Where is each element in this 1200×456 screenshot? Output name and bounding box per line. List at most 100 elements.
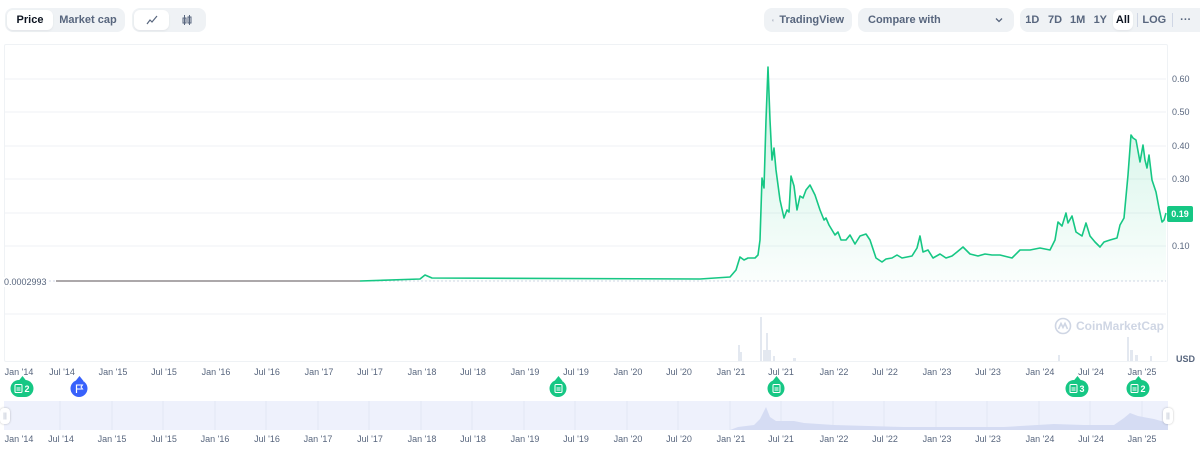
range-7d[interactable]: 7D (1047, 14, 1063, 26)
y-tick: 0.10 (1172, 241, 1190, 251)
x-tick: Jul '20 (666, 367, 692, 377)
x-tick: Jul '24 (1078, 434, 1104, 444)
y-tick: 0.50 (1172, 107, 1190, 117)
x-tick: Jan '24 (1025, 367, 1055, 377)
x-tick: Jan '18 (407, 367, 437, 377)
navigator-chart (4, 401, 1168, 430)
x-tick: Jan '16 (201, 367, 231, 377)
x-tick: Jul '20 (666, 434, 692, 444)
y-tick: 0.40 (1172, 141, 1190, 151)
candlestick-button[interactable] (169, 10, 204, 30)
line-chart-button[interactable] (134, 10, 169, 30)
chevron-down-icon (995, 18, 1003, 23)
volume-bars (738, 317, 1152, 361)
event-marker-news[interactable]: 2 (10, 376, 34, 397)
x-tick: Jan '20 (613, 367, 643, 377)
log-scale-button[interactable]: LOG (1142, 14, 1167, 26)
x-tick: Jan '22 (819, 434, 849, 444)
x-tick: Jul '22 (872, 434, 898, 444)
document-icon (1069, 384, 1078, 393)
price-line (359, 66, 1167, 282)
currency-label: USD (1176, 354, 1196, 364)
x-tick: Jul '15 (151, 367, 177, 377)
x-tick: Jul '21 (768, 434, 794, 444)
divider (1172, 13, 1174, 27)
x-tick: Jan '25 (1127, 367, 1157, 377)
x-tick: Jan '14 (4, 367, 34, 377)
x-tick: Jul '22 (872, 367, 898, 377)
x-tick: Jul '14 (49, 367, 75, 377)
line-chart-icon (146, 15, 157, 25)
range-all[interactable]: All (1112, 10, 1134, 30)
x-tick: Jul '14 (48, 434, 74, 444)
x-tick: Jul '19 (563, 434, 589, 444)
x-tick: Jul '21 (768, 367, 794, 377)
compare-with-label: Compare with (868, 14, 941, 26)
range-1y[interactable]: 1Y (1093, 14, 1108, 26)
tradingview-icon (772, 18, 775, 22)
x-tick: Jan '23 (922, 367, 952, 377)
x-tick: Jan '21 (716, 434, 746, 444)
x-tick: Jul '17 (357, 434, 383, 444)
chart-frame (4, 44, 1168, 362)
event-marker-news[interactable]: 3 (1065, 376, 1089, 397)
x-tick: Jan '16 (200, 434, 230, 444)
event-marker-news[interactable] (767, 376, 785, 397)
coinmarketcap-logo-icon (1054, 317, 1072, 335)
start-price-label: 0.0002993 (4, 277, 49, 287)
coinmarketcap-watermark: CoinMarketCap (1054, 317, 1164, 335)
x-tick: Jul '18 (460, 367, 486, 377)
price-area (360, 67, 1166, 281)
x-tick: Jan '25 (1127, 434, 1157, 444)
more-options-button[interactable]: ··· (1180, 14, 1192, 26)
y-tick: 0.30 (1172, 174, 1190, 184)
x-tick: Jan '19 (510, 367, 540, 377)
event-marker-flag[interactable] (70, 376, 88, 397)
x-tick: Jul '17 (357, 367, 383, 377)
x-tick: Jul '18 (460, 434, 486, 444)
x-tick: Jan '22 (819, 367, 849, 377)
tradingview-button[interactable]: TradingView (764, 8, 852, 32)
x-tick: Jan '15 (97, 434, 127, 444)
x-tick: Jul '16 (254, 434, 280, 444)
price-marketcap-toggle: Price Market cap (5, 8, 125, 32)
divider (1137, 13, 1139, 27)
flag-icon (75, 384, 83, 393)
tradingview-label: TradingView (779, 14, 844, 26)
x-tick: Jul '23 (975, 367, 1001, 377)
tab-price[interactable]: Price (7, 10, 53, 30)
range-navigator[interactable] (4, 401, 1168, 430)
range-1d[interactable]: 1D (1025, 14, 1040, 26)
y-tick: 0.60 (1172, 74, 1190, 84)
document-icon (554, 384, 562, 393)
x-tick: Jan '19 (510, 434, 540, 444)
x-tick: Jan '17 (304, 367, 334, 377)
x-tick: Jul '24 (1078, 367, 1104, 377)
range-1m[interactable]: 1M (1070, 14, 1086, 26)
x-tick: Jul '19 (563, 367, 589, 377)
x-tick: Jan '23 (922, 434, 952, 444)
event-marker-news[interactable]: 2 (1126, 376, 1150, 397)
navigator-left-handle[interactable]: || (0, 408, 10, 424)
compare-with-dropdown[interactable]: Compare with (858, 8, 1014, 32)
gridlines (5, 78, 1166, 315)
document-icon (14, 384, 23, 393)
x-tick: Jan '21 (716, 367, 746, 377)
x-tick: Jul '15 (151, 434, 177, 444)
chart-toolbar: Price Market cap TradingView Compare wit… (0, 8, 1200, 32)
x-tick: Jan '18 (407, 434, 437, 444)
tab-market-cap[interactable]: Market cap (59, 14, 117, 26)
document-icon (1130, 384, 1139, 393)
x-tick: Jan '20 (613, 434, 643, 444)
x-tick: Jan '14 (4, 434, 34, 444)
candlestick-icon (182, 15, 191, 25)
navigator-right-handle[interactable]: || (1163, 408, 1173, 424)
current-price-tag: 0.19 (1167, 206, 1193, 222)
x-tick: Jul '16 (254, 367, 280, 377)
event-marker-news[interactable] (549, 376, 567, 397)
document-icon (772, 384, 780, 393)
x-tick: Jan '15 (98, 367, 128, 377)
x-tick: Jul '23 (975, 434, 1001, 444)
x-tick: Jan '17 (303, 434, 333, 444)
